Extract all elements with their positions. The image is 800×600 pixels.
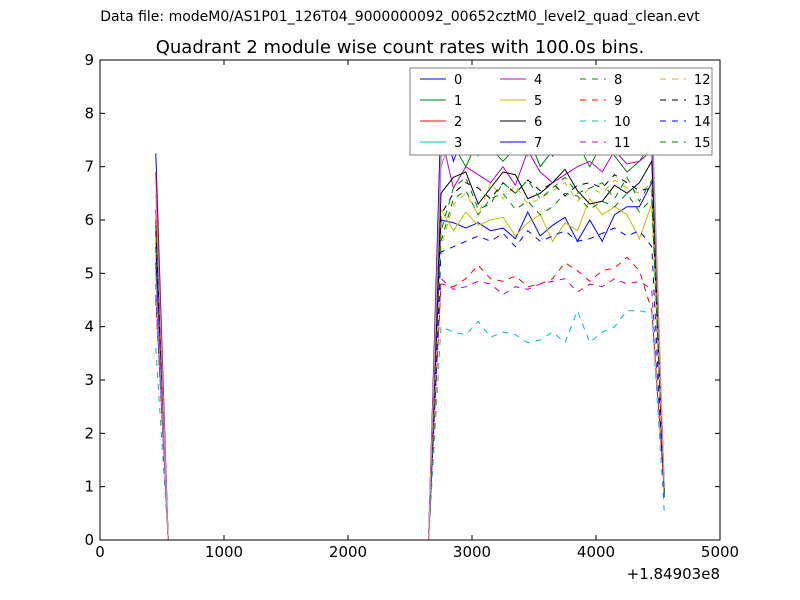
series-line-10 (155, 309, 665, 541)
series-line-extra-16 (155, 102, 665, 541)
y-tick-label: 8 (84, 104, 94, 122)
series-line-2 (155, 122, 665, 541)
x-tick-label: 3000 (453, 543, 491, 561)
series-line-14 (155, 227, 665, 541)
legend-label-7: 7 (534, 136, 542, 151)
series-line-5 (155, 197, 665, 541)
x-tick-label: 1000 (205, 543, 243, 561)
y-tick-label: 6 (84, 211, 94, 229)
legend-label-9: 9 (614, 94, 622, 109)
plot-frame (99, 59, 721, 541)
series-line-0 (155, 153, 665, 541)
x-tick-label: 2000 (329, 543, 367, 561)
y-tick-label: 1 (84, 478, 94, 496)
legend-label-2: 2 (454, 115, 462, 130)
series-line-12 (155, 179, 665, 541)
y-tick-label: 4 (84, 318, 94, 336)
legend-label-5: 5 (534, 94, 542, 109)
legend-label-0: 0 (454, 73, 462, 88)
legend-label-8: 8 (614, 73, 622, 88)
legend-label-6: 6 (534, 115, 542, 130)
legend-label-10: 10 (614, 115, 631, 130)
y-tick-label: 3 (84, 371, 94, 389)
legend-label-12: 12 (694, 73, 711, 88)
chart-title: Quadrant 2 module wise count rates with … (155, 37, 645, 58)
legend-box (409, 67, 713, 156)
legend-label-3: 3 (454, 136, 462, 151)
figure-suptitle: Data file: modeM0/AS1P01_126T04_90000000… (100, 9, 700, 25)
y-tick-label: 2 (84, 424, 94, 442)
series-line-9 (155, 256, 665, 541)
series-line-extra-17 (155, 120, 665, 541)
legend-label-13: 13 (694, 94, 711, 109)
x-tick-label: 4000 (577, 543, 615, 561)
series-line-11 (155, 277, 665, 541)
legend-label-14: 14 (694, 115, 711, 130)
series-line-6 (155, 159, 665, 541)
legend-label-15: 15 (694, 136, 711, 151)
series-line-8 (155, 189, 665, 541)
x-tick-label: 5000 (701, 543, 739, 561)
legend-label-4: 4 (534, 73, 542, 88)
y-tick-label: 9 (84, 51, 94, 69)
y-tick-label: 7 (84, 158, 94, 176)
legend-label-11: 11 (614, 136, 631, 151)
series-line-7 (155, 113, 665, 541)
series-line-13 (155, 174, 665, 541)
x-tick-label: 0 (95, 543, 105, 561)
y-tick-label: 0 (84, 531, 94, 549)
x-offset-label: +1.84903e8 (627, 565, 720, 583)
legend-label-1: 1 (454, 94, 462, 109)
y-tick-label: 5 (84, 264, 94, 282)
series-line-15 (155, 176, 665, 541)
